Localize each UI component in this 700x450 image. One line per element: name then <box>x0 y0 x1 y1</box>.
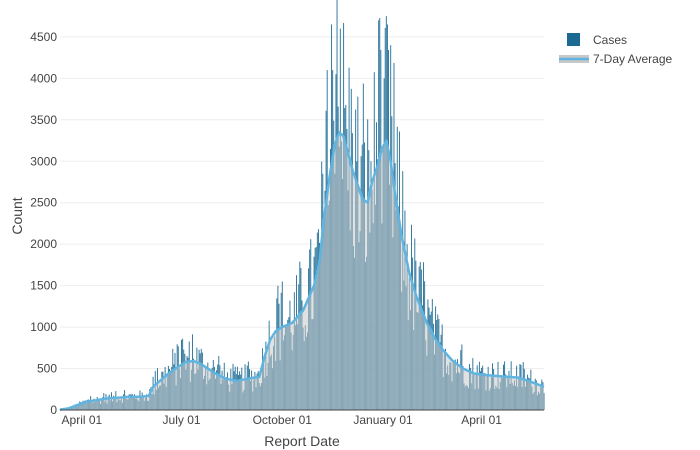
average-line <box>59 130 545 411</box>
y-axis-title: Count <box>9 197 25 234</box>
x-tick-label: January 01 <box>353 413 413 427</box>
legend-item-cases[interactable]: Cases <box>567 33 627 47</box>
y-tick-label: 2500 <box>30 196 57 210</box>
x-axis-title: Report Date <box>264 433 340 449</box>
y-tick-label: 3000 <box>30 154 57 168</box>
legend-label-cases: Cases <box>593 33 627 47</box>
y-tick-label: 3500 <box>30 113 57 127</box>
legend-item-7-day-average[interactable]: 7-Day Average <box>559 52 672 66</box>
y-tick-label: 500 <box>37 362 57 376</box>
legend[interactable]: Cases 7-Day Average <box>559 33 672 66</box>
legend-label-7-day-average: 7-Day Average <box>593 52 672 66</box>
y-tick-label: 1000 <box>30 320 57 334</box>
x-tick-label: July 01 <box>163 413 201 427</box>
average-area <box>60 132 544 410</box>
seven-day-average <box>59 130 545 411</box>
x-tick-label: April 01 <box>62 413 103 427</box>
y-tick-label: 2000 <box>30 237 57 251</box>
y-tick-labels: 0 500 1000 1500 2000 2500 3000 3500 4000 4500 <box>30 30 57 417</box>
x-tick-labels: April 01 July 01 October 01 January 01 April… <box>62 413 503 427</box>
y-tick-label: 4500 <box>30 30 57 44</box>
x-tick-label: October 01 <box>253 413 313 427</box>
y-tick-label: 4000 <box>30 71 57 85</box>
x-tick-label: April 01 <box>461 413 502 427</box>
y-tick-label: 0 <box>50 403 57 417</box>
y-tick-label: 1500 <box>30 279 57 293</box>
legend-swatch-cases <box>567 33 580 46</box>
y-gridlines <box>60 36 544 370</box>
